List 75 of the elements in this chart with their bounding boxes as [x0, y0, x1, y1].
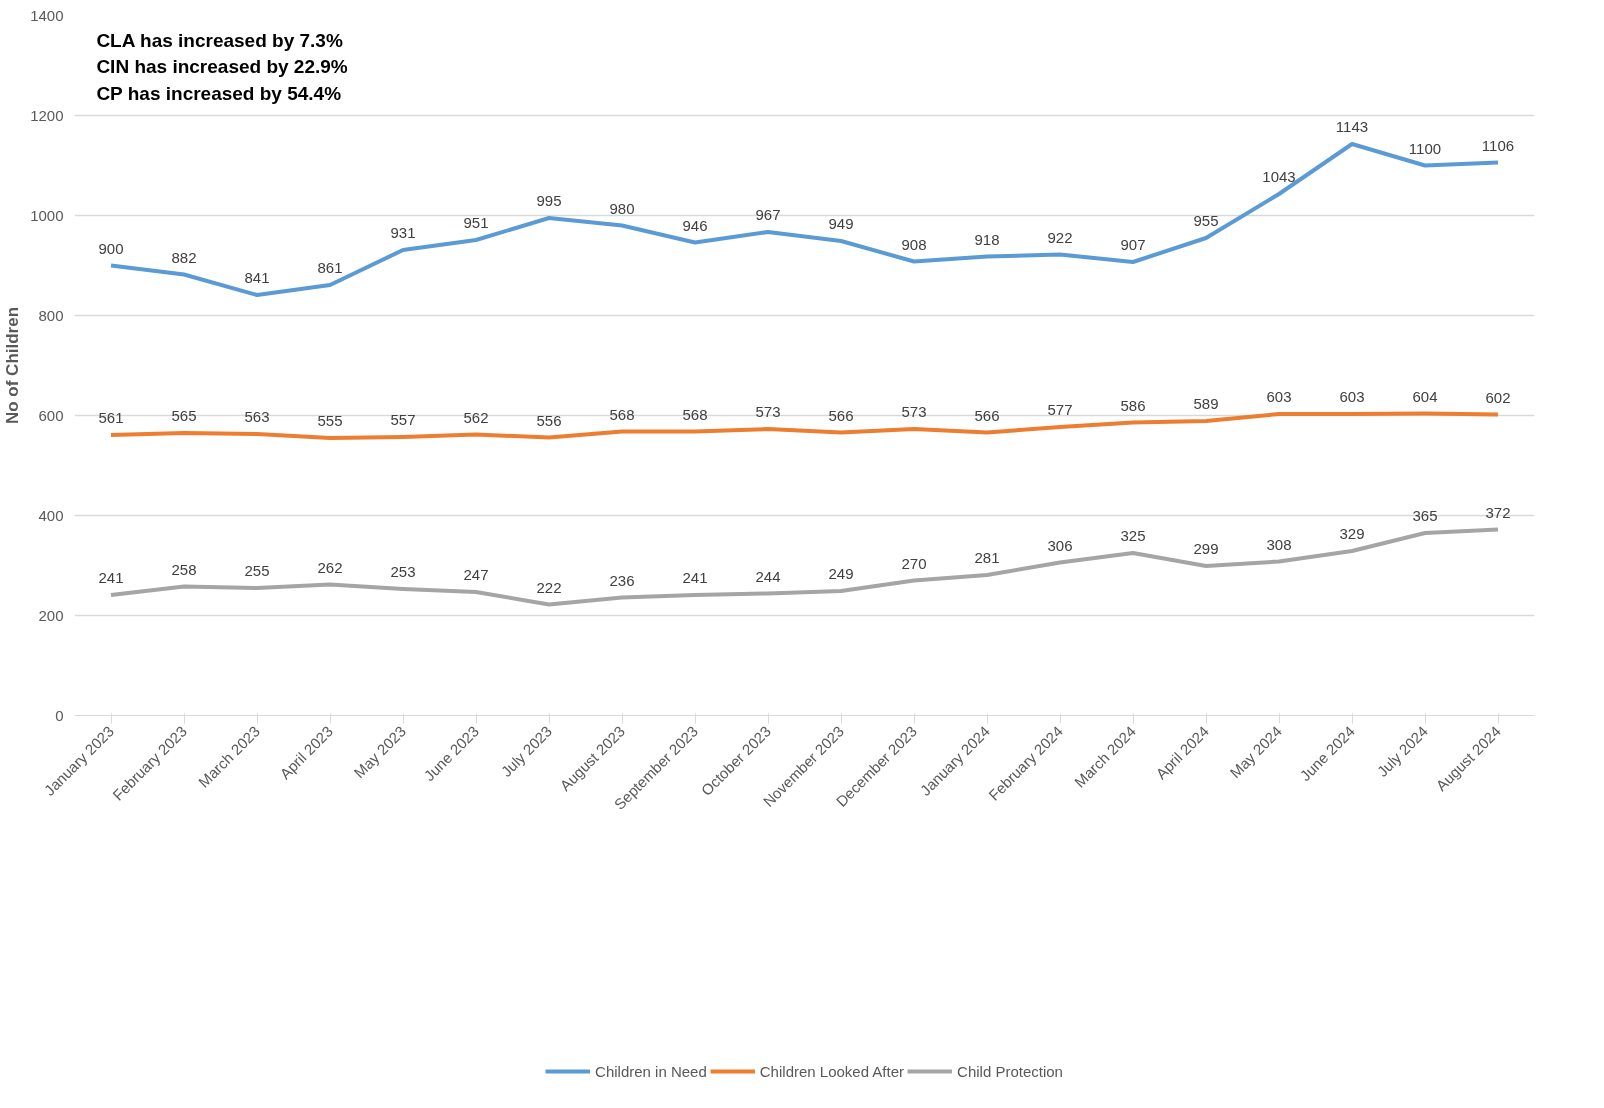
- y-tick-label: 600: [38, 406, 64, 424]
- data-label: 1100: [1408, 139, 1442, 157]
- data-label: 918: [974, 230, 1000, 248]
- y-tick-label: 400: [38, 506, 64, 524]
- data-label: 556: [536, 411, 562, 429]
- data-label: 249: [828, 565, 854, 582]
- data-label: 931: [390, 224, 416, 241]
- data-label: 258: [171, 560, 197, 578]
- data-label: 907: [1120, 236, 1146, 253]
- data-label: 603: [1339, 388, 1365, 405]
- data-label: 573: [755, 403, 781, 420]
- data-label: 244: [755, 567, 781, 585]
- data-label: 236: [609, 571, 635, 589]
- data-label: 603: [1266, 388, 1292, 405]
- legend-label: Child Protection: [957, 1062, 1063, 1080]
- data-label: 589: [1193, 395, 1219, 412]
- data-label: 557: [390, 411, 416, 428]
- legend-label: Children Looked After: [759, 1062, 905, 1080]
- annotation: CIN has increased by 22.9%: [96, 56, 348, 78]
- data-label: 949: [828, 215, 854, 232]
- y-tick-label: 800: [38, 306, 64, 324]
- data-label: 951: [463, 214, 489, 231]
- data-label: 372: [1485, 503, 1511, 521]
- data-label: 995: [536, 192, 562, 209]
- y-tick-label: 1200: [30, 106, 64, 124]
- data-label: 561: [98, 409, 124, 426]
- data-label: 577: [1047, 401, 1073, 418]
- data-label: 882: [171, 248, 197, 266]
- data-label: 602: [1485, 388, 1511, 406]
- annotation: CP has increased by 54.4%: [96, 82, 342, 104]
- data-label: 980: [609, 199, 635, 217]
- data-label: 568: [609, 405, 635, 423]
- data-label: 900: [98, 239, 124, 257]
- legend-label: Children in Need: [595, 1062, 707, 1080]
- data-label: 308: [1266, 535, 1292, 553]
- data-label: 281: [974, 549, 1000, 566]
- data-label: 247: [463, 566, 489, 583]
- data-label: 241: [682, 569, 708, 586]
- y-tick-label: 0: [55, 706, 64, 724]
- data-label: 967: [755, 206, 781, 223]
- data-label: 270: [901, 554, 927, 572]
- data-label: 908: [901, 235, 927, 253]
- data-label: 861: [317, 259, 343, 276]
- y-axis-title: No of Children: [3, 306, 23, 425]
- data-label: 222: [536, 578, 562, 596]
- data-label: 586: [1120, 396, 1146, 414]
- data-label: 562: [463, 408, 489, 426]
- data-label: 306: [1047, 536, 1073, 554]
- data-label: 573: [901, 403, 927, 420]
- data-label: 841: [244, 269, 270, 286]
- data-label: 299: [1193, 540, 1219, 557]
- data-label: 241: [98, 569, 124, 586]
- data-label: 325: [1120, 527, 1146, 544]
- data-label: 568: [682, 405, 708, 423]
- y-tick-label: 200: [38, 606, 64, 624]
- data-label: 563: [244, 408, 270, 425]
- data-label: 365: [1412, 507, 1438, 524]
- data-label: 566: [828, 406, 854, 424]
- data-label: 255: [244, 562, 270, 579]
- data-label: 1043: [1262, 168, 1296, 185]
- data-label: 566: [974, 406, 1000, 424]
- data-label: 329: [1339, 525, 1365, 542]
- data-label: 565: [171, 407, 197, 424]
- data-label: 262: [317, 558, 343, 576]
- y-tick-label: 1000: [30, 206, 64, 224]
- data-label: 555: [317, 412, 343, 429]
- data-label: 946: [682, 216, 708, 234]
- annotation: CLA has increased by 7.3%: [96, 29, 343, 51]
- data-label: 955: [1193, 212, 1219, 229]
- data-label: 253: [390, 563, 416, 580]
- data-label: 922: [1047, 228, 1073, 246]
- y-tick-label: 1400: [30, 6, 64, 24]
- data-label: 1143: [1335, 118, 1369, 135]
- data-label: 604: [1412, 387, 1438, 405]
- data-label: 1106: [1481, 136, 1515, 154]
